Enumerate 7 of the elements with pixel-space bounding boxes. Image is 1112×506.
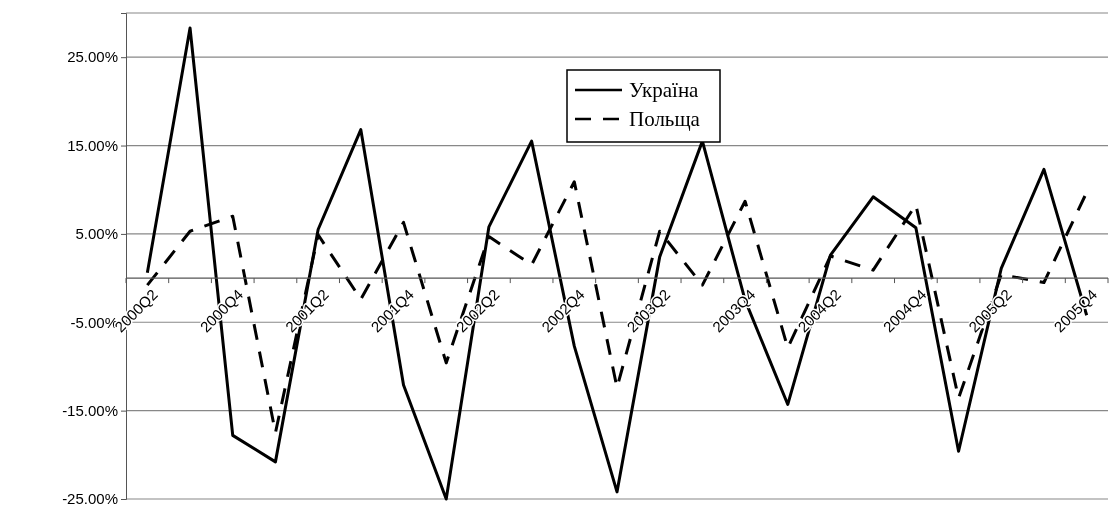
y-tick-label: -25.00% — [62, 490, 118, 506]
legend-label: Україна — [629, 78, 700, 102]
legend-label: Польща — [629, 107, 701, 131]
y-tick-label: 5.00% — [75, 225, 118, 243]
y-tick-label: -15.00% — [62, 401, 118, 419]
y-tick-label: 15.00% — [67, 136, 118, 154]
y-tick-label: 25.00% — [67, 48, 118, 66]
